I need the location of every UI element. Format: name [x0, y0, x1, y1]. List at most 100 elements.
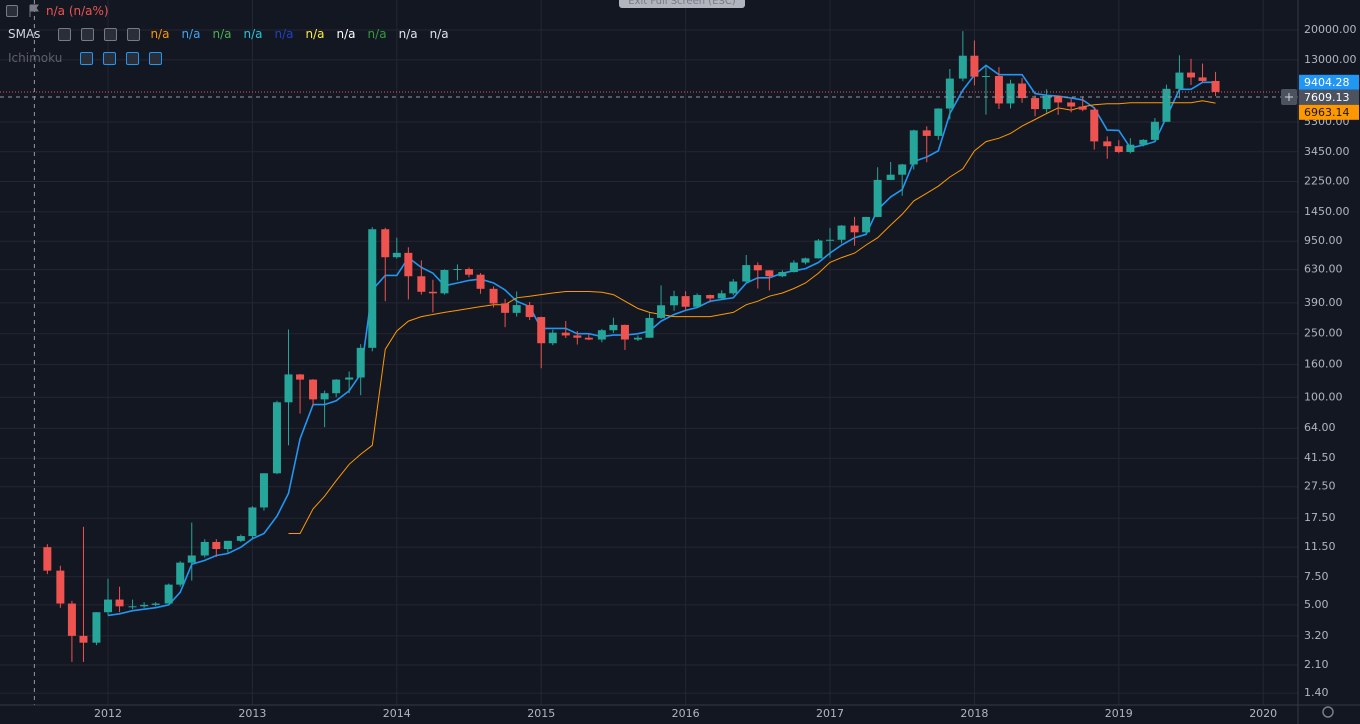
candle-body [392, 252, 401, 258]
y-tick-label: 3.20 [1304, 629, 1329, 642]
candle-body [670, 296, 679, 306]
candle-body [223, 540, 232, 550]
candle-body [56, 570, 65, 604]
candle-body [850, 225, 859, 233]
exit-fullscreen-button[interactable]: Exit Full Screen (ESC) [619, 0, 745, 8]
candle-body [1078, 106, 1087, 110]
indicator-control[interactable] [58, 27, 72, 41]
indicator-control[interactable] [81, 27, 95, 41]
indicator-value: n/a [150, 27, 170, 41]
indicator-control[interactable] [104, 27, 118, 41]
candle-body [801, 258, 810, 263]
x-tick-label: 2020 [1249, 707, 1277, 720]
y-tick-label: 2250.00 [1304, 174, 1350, 187]
indicator-row: Ichimoku [8, 49, 172, 67]
y-tick-label: 1450.00 [1304, 205, 1350, 218]
candle-body [573, 335, 582, 338]
candle-body [681, 296, 690, 307]
y-tick-label: 13000.00 [1304, 53, 1357, 66]
x-tick-label: 2017 [816, 707, 844, 720]
candle-body [814, 240, 823, 259]
indicator-value: n/a [398, 27, 418, 41]
x-tick-label: 2014 [383, 707, 411, 720]
candle-body [994, 75, 1003, 104]
y-tick-label: 1.40 [1304, 686, 1329, 699]
candle-body [259, 473, 268, 508]
candle-body [789, 262, 798, 273]
x-tick-label: 2015 [527, 707, 555, 720]
x-tick-label: 2016 [672, 707, 700, 720]
collapse-icon[interactable] [6, 5, 18, 17]
candle-body [633, 337, 642, 340]
settings-icon[interactable] [1322, 706, 1334, 718]
indicator-line [288, 100, 1216, 534]
y-tick-label: 64.00 [1304, 421, 1336, 434]
y-tick-label: 7.50 [1304, 570, 1329, 583]
crosshair-price-label: 7609.13 [1304, 91, 1350, 104]
candle-body [693, 295, 702, 307]
candle-body [1114, 146, 1123, 153]
y-tick-label: 20000.00 [1304, 23, 1357, 36]
candle-body [922, 130, 931, 136]
indicator-name: Ichimoku [8, 51, 63, 65]
candle-body [212, 541, 221, 550]
candle-body [753, 265, 762, 271]
x-tick-label: 2019 [1105, 707, 1133, 720]
candle-body [428, 291, 437, 294]
y-tick-label: 17.50 [1304, 511, 1336, 524]
candle-body [886, 174, 895, 180]
flag-icon[interactable] [28, 4, 40, 18]
candle-body [272, 402, 281, 474]
candle-body [356, 347, 365, 378]
line-value-label-bg [1299, 74, 1359, 90]
candle-body [67, 603, 76, 636]
y-tick-label: 250.00 [1304, 327, 1343, 340]
candle-body [453, 269, 462, 271]
candle-body [92, 612, 101, 643]
candle-body [151, 603, 160, 605]
indicator-control[interactable] [80, 51, 94, 65]
indicator-name: SMAs [8, 27, 41, 41]
y-tick-label: 41.50 [1304, 451, 1336, 464]
y-tick-label: 100.00 [1304, 390, 1343, 403]
candle-body [1187, 72, 1196, 78]
candle-body [43, 547, 52, 571]
candle-body [548, 332, 557, 344]
line-value-label-bg [1299, 104, 1359, 120]
y-tick-label: 630.00 [1304, 263, 1343, 276]
candle-body [657, 305, 666, 318]
candle-body [1211, 80, 1220, 92]
candle-body [284, 374, 293, 403]
line-value-label: 6963.14 [1304, 106, 1350, 119]
candle-body [1031, 98, 1040, 110]
candle-body [140, 604, 149, 607]
indicator-control[interactable] [127, 27, 141, 41]
candle-body [1006, 83, 1015, 104]
candle-body [765, 270, 774, 277]
y-tick-label: 2.10 [1304, 658, 1329, 671]
time-axis [0, 705, 1360, 724]
candle-body [981, 75, 990, 77]
candle-body [320, 393, 329, 400]
indicator-value: n/a [367, 27, 387, 41]
y-tick-label: 27.50 [1304, 480, 1336, 493]
candle-body [476, 274, 485, 289]
candle-body [1103, 141, 1112, 147]
candle-body [837, 225, 846, 240]
symbol-row: n/a (n/a%) [6, 2, 119, 20]
candle-body [296, 374, 305, 380]
y-tick-label: 390.00 [1304, 296, 1343, 309]
candle-body [440, 270, 449, 294]
candle-body [1018, 83, 1027, 99]
indicator-control[interactable] [103, 51, 117, 65]
indicator-control[interactable] [149, 51, 163, 65]
candle-body [512, 305, 521, 313]
candle-body [862, 216, 871, 233]
candle-body [489, 288, 498, 304]
candle-body [1067, 102, 1076, 107]
candle-body [525, 305, 534, 318]
indicator-control[interactable] [126, 51, 140, 65]
candle-body [1150, 121, 1159, 140]
y-tick-label: 5.00 [1304, 598, 1329, 611]
candle-body [620, 324, 629, 340]
